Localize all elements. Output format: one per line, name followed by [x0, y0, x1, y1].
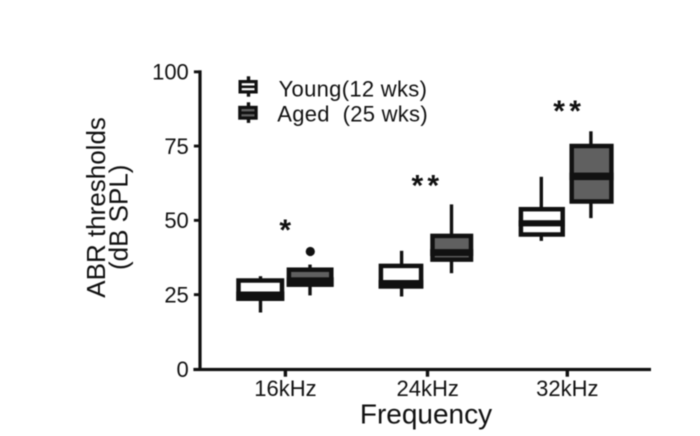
svg-text:Frequency: Frequency	[360, 399, 492, 430]
svg-text:24kHz: 24kHz	[397, 376, 459, 401]
svg-text:25: 25	[164, 283, 188, 308]
svg-text:50: 50	[164, 208, 188, 233]
svg-text:100: 100	[152, 60, 189, 85]
svg-text:*: *	[427, 169, 439, 202]
svg-text:Aged (25 wks): Aged (25 wks)	[277, 102, 428, 127]
svg-text:Young(12 wks): Young(12 wks)	[279, 77, 428, 102]
svg-text:75: 75	[164, 134, 188, 159]
svg-text:16kHz: 16kHz	[254, 376, 316, 401]
svg-text:*: *	[569, 95, 581, 128]
svg-text:*: *	[412, 169, 424, 202]
svg-text:(dB SPL): (dB SPL)	[104, 165, 134, 270]
svg-text:ABR thresholds: ABR thresholds	[81, 117, 111, 298]
svg-text:0: 0	[177, 357, 189, 382]
svg-text:*: *	[279, 214, 291, 247]
svg-text:*: *	[553, 95, 565, 128]
svg-text:32kHz: 32kHz	[536, 376, 598, 401]
